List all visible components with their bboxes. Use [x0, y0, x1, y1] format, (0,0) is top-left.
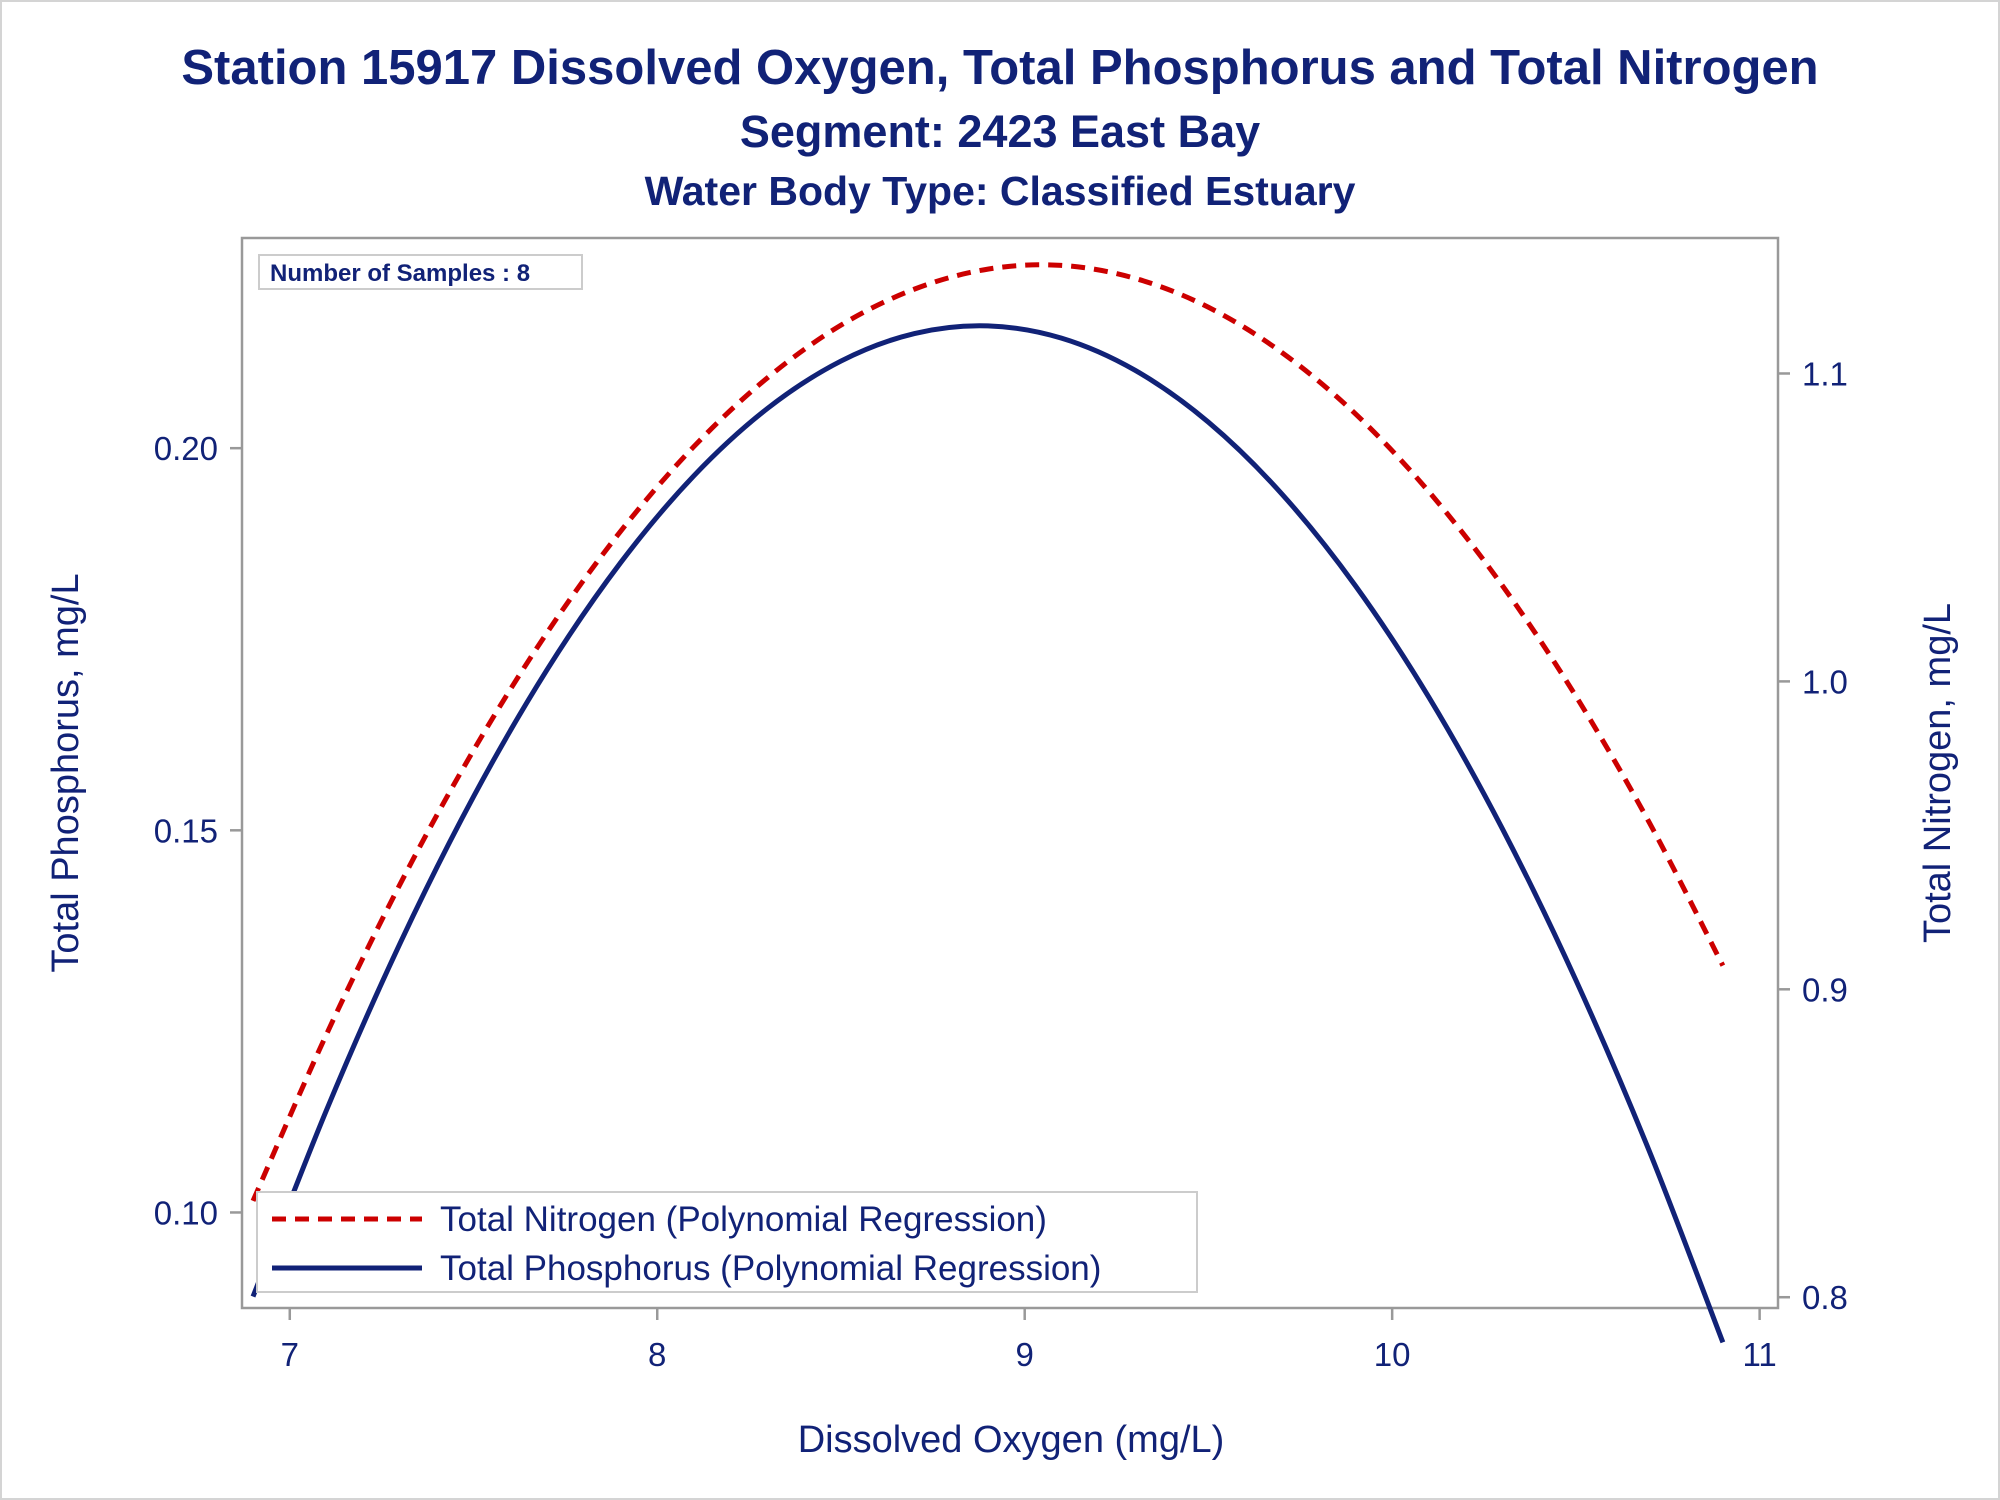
y-axis-right: 0.8 0.9 1.0 1.1 [1778, 355, 1848, 1316]
legend: Total Nitrogen (Polynomial Regression) T… [256, 1191, 1198, 1293]
y-tick-label: 0.15 [154, 812, 218, 849]
y-axis-title: Total Phosphorus, mg/L [45, 573, 87, 972]
legend-label-nitrogen: Total Nitrogen (Polynomial Regression) [440, 1200, 1047, 1239]
y-tick-label: 0.10 [154, 1194, 218, 1231]
x-axis-title: Dissolved Oxygen (mg/L) [798, 1419, 1225, 1461]
x-tick-label: 9 [1016, 1336, 1034, 1373]
y2-axis-title: Total Nitrogen, mg/L [1917, 603, 1959, 943]
chart-subtitle-water-body: Water Body Type: Classified Estuary [644, 168, 1356, 214]
x-tick-label: 7 [281, 1336, 299, 1373]
series-layer [250, 262, 1726, 1344]
y2-tick-label: 1.1 [1802, 355, 1848, 392]
sample-count-box: Number of Samples : 8 [258, 254, 583, 290]
x-tick-label: 10 [1374, 1336, 1411, 1373]
series-line-total-phosphorus [250, 323, 1726, 1344]
sample-count-label: Number of Samples : 8 [270, 260, 530, 287]
y2-tick-label: 0.8 [1802, 1279, 1848, 1316]
chart-title: Station 15917 Dissolved Oxygen, Total Ph… [181, 41, 1819, 95]
x-tick-label: 11 [1742, 1336, 1776, 1373]
x-axis: 7 8 9 10 11 [281, 1308, 1777, 1373]
series-line-total-nitrogen [250, 262, 1726, 1202]
y2-tick-label: 0.9 [1802, 971, 1848, 1008]
y2-tick-label: 1.0 [1802, 663, 1848, 700]
legend-label-phosphorus: Total Phosphorus (Polynomial Regression) [440, 1249, 1101, 1288]
y-tick-label: 0.20 [154, 430, 218, 467]
y-axis-left: 0.10 0.15 0.20 [154, 430, 242, 1231]
plot-area [240, 236, 1780, 1310]
x-tick-label: 8 [648, 1336, 666, 1373]
chart-subtitle-segment: Segment: 2423 East Bay [739, 106, 1261, 157]
